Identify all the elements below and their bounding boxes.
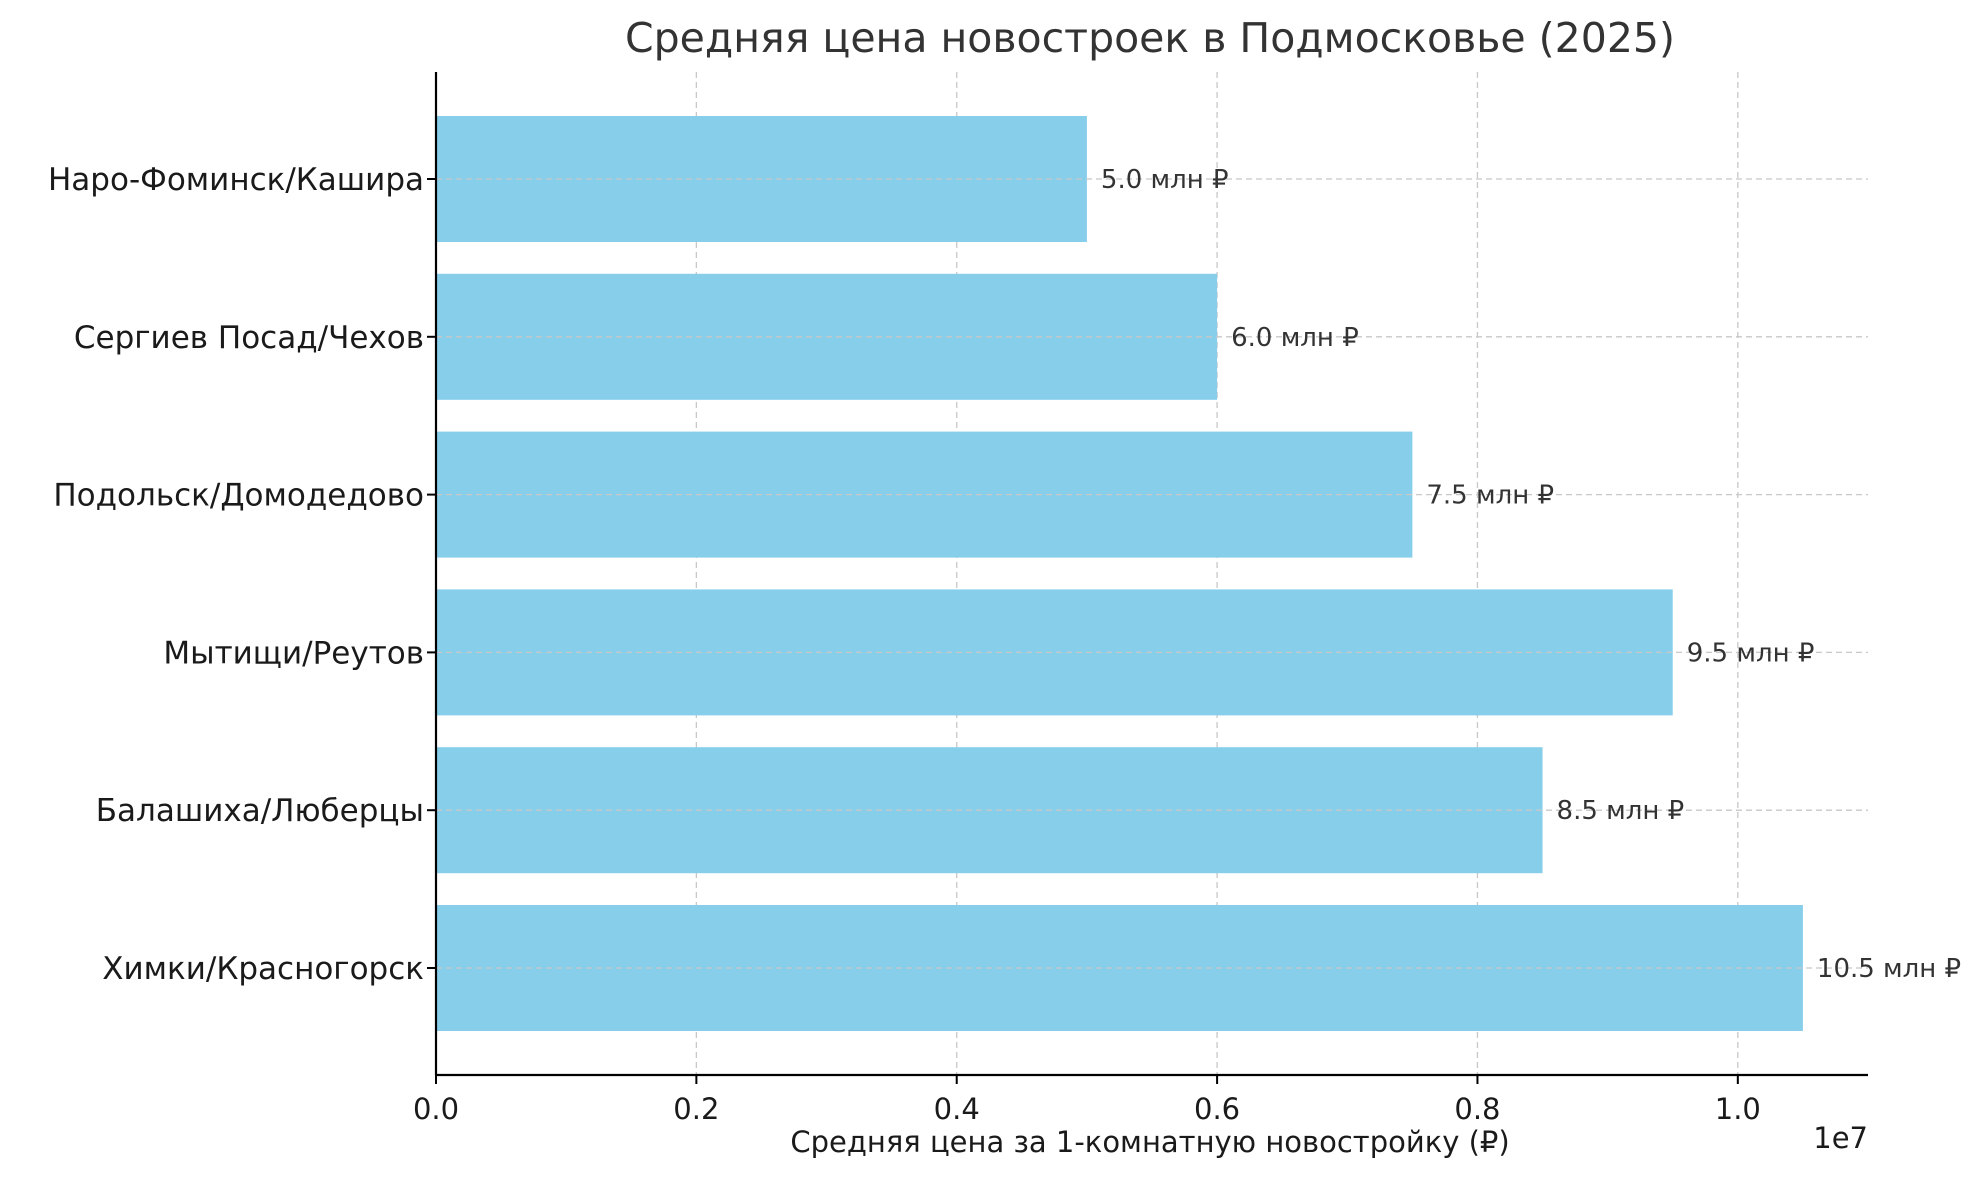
y-tick-label-0: Химки/Красногорск [102,951,424,987]
x-tick-label-4: 0.8 [1454,1092,1500,1126]
bars-layer [436,116,1803,1031]
x-tick-label-1: 0.2 [673,1092,719,1126]
axes-layer: Химки/Красногорск Балашиха/Люберцы Мытищи/… [48,72,1868,1126]
y-tick-label-4: Сергиев Посад/Чехов [74,320,424,356]
x-tick-label-3: 0.6 [1194,1092,1240,1126]
data-label-0: 10.5 млн ₽ [1817,954,1961,984]
x-tick-label-0: 0.0 [413,1092,459,1126]
data-labels-layer: 10.5 млн ₽ 8.5 млн ₽ 9.5 млн ₽ 7.5 млн ₽ 6.0… [436,165,1961,984]
chart-title: Средняя цена новостроек в Подмосковье (2… [625,14,1675,62]
data-label-2: 9.5 млн ₽ [1687,638,1815,668]
y-tick-label-5: Наро-Фоминск/Кашира [48,162,424,198]
x-axis-offset-label: 1e7 [1813,1121,1868,1155]
y-tick-label-2: Мытищи/Реутов [163,635,424,671]
x-axis-label: Средняя цена за 1-комнатную новостройку … [790,1125,1509,1159]
data-label-1: 8.5 млн ₽ [1557,796,1685,826]
bar-3 [436,431,1413,558]
y-tick-label-1: Балашиха/Люберцы [96,793,424,829]
x-tick-label-2: 0.4 [934,1092,980,1126]
data-label-5: 5.0 млн ₽ [1101,165,1229,195]
y-tick-label-3: Подольск/Домодедово [53,478,424,514]
data-label-3: 7.5 млн ₽ [1426,481,1554,511]
x-tick-label-5: 1.0 [1715,1092,1761,1126]
data-label-4: 6.0 млн ₽ [1231,323,1359,353]
